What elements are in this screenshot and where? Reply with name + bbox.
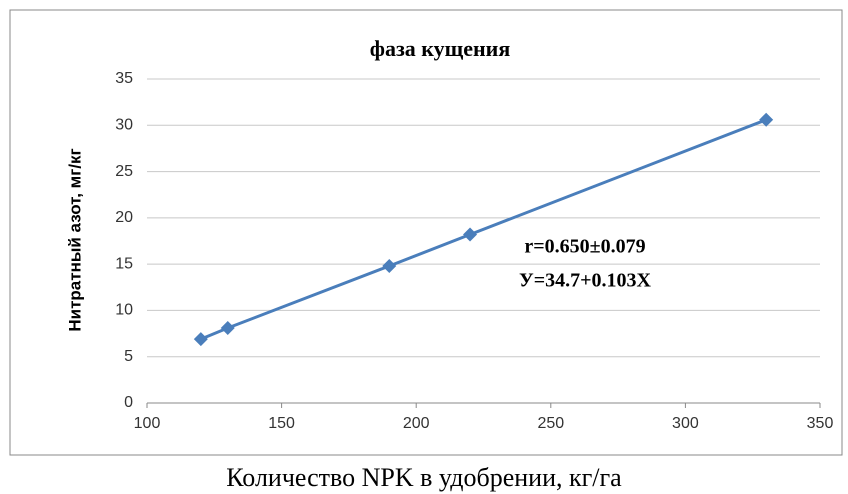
x-tick-label: 100 — [134, 415, 161, 432]
y-tick-label: 20 — [115, 209, 133, 226]
annotation: У=34.7+0.103X — [519, 270, 651, 292]
x-tick-label: 250 — [537, 415, 564, 432]
chart-title: фаза кущения — [370, 36, 511, 61]
y-tick-label: 0 — [124, 394, 133, 411]
y-tick-label: 30 — [115, 117, 133, 134]
y-axis-label: Нитратный азот, мг/кг — [65, 148, 84, 331]
x-tick-label: 150 — [268, 415, 295, 432]
data-point — [193, 332, 208, 347]
y-tick-label: 5 — [124, 348, 133, 365]
annotation: r=0.650±0.079 — [524, 236, 645, 258]
y-tick-label: 10 — [115, 302, 133, 319]
data-point — [220, 321, 235, 336]
x-tick-label: 350 — [807, 415, 834, 432]
x-axis-label: Количество NPK в удобрении, кг/га — [226, 463, 622, 492]
x-tick-label: 300 — [672, 415, 699, 432]
y-tick-label: 35 — [115, 70, 133, 87]
y-tick-label: 25 — [115, 163, 133, 180]
y-tick-label: 15 — [115, 255, 133, 272]
data-point — [759, 112, 774, 127]
x-tick-label: 200 — [403, 415, 430, 432]
data-point — [382, 258, 397, 273]
data-point — [463, 227, 478, 242]
chart-frame — [9, 9, 843, 456]
